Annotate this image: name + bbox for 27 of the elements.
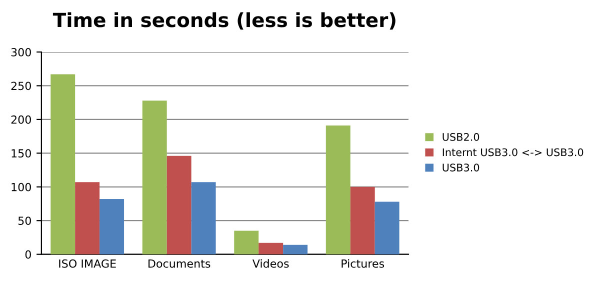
- bar: [326, 126, 350, 254]
- bar: [258, 242, 284, 254]
- legend-label: Internt USB3.0 <-> USB3.0: [442, 148, 584, 156]
- bar: [166, 156, 192, 254]
- bar: [75, 182, 100, 254]
- chart-title: Time in seconds (less is better): [52, 12, 396, 30]
- y-tick-label: 50: [18, 216, 31, 225]
- bar: [350, 186, 375, 254]
- bar: [100, 199, 124, 254]
- bar: [283, 244, 308, 254]
- x-tick-label: Documents: [148, 260, 210, 268]
- bar: [142, 100, 167, 254]
- x-tick-label: Videos: [252, 259, 289, 268]
- bar: [50, 74, 76, 254]
- bar: [234, 230, 259, 254]
- bar: [374, 202, 400, 254]
- x-tick-label: ISO IMAGE: [59, 259, 116, 268]
- legend-label: USB2.0: [442, 133, 480, 141]
- y-tick-label: 150: [12, 149, 31, 158]
- y-tick-label: 200: [11, 115, 31, 124]
- x-tick-label: Pictures: [342, 259, 384, 268]
- y-tick-label: 300: [11, 48, 31, 56]
- y-tick-label: 250: [11, 82, 31, 90]
- bar: [191, 182, 216, 254]
- y-tick-label: 0: [25, 250, 31, 259]
- y-tick-label: 100: [12, 182, 31, 192]
- legend-label: USB3.0: [442, 164, 480, 172]
